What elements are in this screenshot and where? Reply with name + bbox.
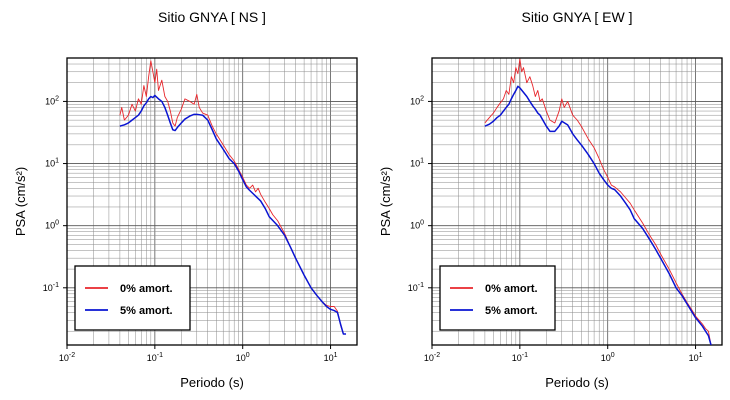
- tick-exponent: 1: [55, 158, 59, 165]
- tick-exponent: -1: [418, 282, 424, 289]
- series-line-amort-0: [484, 58, 712, 345]
- legend-label: 0% amort.: [485, 283, 538, 295]
- tick-exponent: 2: [420, 95, 424, 102]
- y-tick-label: 102: [45, 95, 59, 106]
- tick-base: 10: [424, 353, 434, 363]
- plot-frame: [431, 57, 723, 346]
- tick-exponent: 0: [611, 352, 615, 359]
- tick-exponent: -1: [53, 282, 59, 289]
- x-tick-label: 101: [689, 352, 703, 363]
- x-tick-label: 100: [601, 352, 615, 363]
- tick-base: 10: [408, 283, 418, 293]
- x-tick-label: 10-2: [59, 352, 75, 363]
- y-tick-label: 101: [410, 158, 424, 169]
- tick-exponent: -1: [157, 352, 163, 359]
- plot-frame: [66, 57, 358, 346]
- tick-base: 10: [45, 159, 55, 169]
- tick-base: 10: [512, 353, 522, 363]
- tick-base: 10: [410, 159, 420, 169]
- series-line-amort-5: [119, 94, 347, 335]
- x-tick-label: 100: [236, 352, 250, 363]
- tick-base: 10: [410, 96, 420, 106]
- tick-exponent: -2: [69, 352, 75, 359]
- tick-base: 10: [324, 353, 334, 363]
- tick-base: 10: [59, 353, 69, 363]
- y-tick-label: 10-1: [408, 282, 424, 293]
- legend-label: 5% amort.: [120, 305, 173, 317]
- x-tick-label: 101: [324, 352, 338, 363]
- legend: 0% amort. 5% amort.: [439, 265, 556, 331]
- legend-box: [74, 265, 191, 331]
- y-tick-label: 101: [45, 158, 59, 169]
- legend-label: 0% amort.: [120, 283, 173, 295]
- chart-title: Sitio GNYA [ NS ]: [158, 9, 266, 25]
- legend: 0% amort. 5% amort.: [74, 265, 191, 331]
- tick-exponent: 0: [420, 220, 424, 227]
- tick-exponent: 1: [420, 158, 424, 165]
- y-axis-label: PSA (cm/s²): [13, 167, 28, 236]
- tick-exponent: -1: [522, 352, 528, 359]
- tick-exponent: 2: [55, 95, 59, 102]
- y-tick-label: 102: [410, 95, 424, 106]
- tick-base: 10: [689, 353, 699, 363]
- y-tick-label: 100: [45, 220, 59, 231]
- x-axis-label: Periodo (s): [180, 375, 244, 390]
- tick-exponent: 1: [334, 352, 338, 359]
- tick-exponent: 1: [699, 352, 703, 359]
- tick-exponent: 0: [246, 352, 250, 359]
- tick-base: 10: [45, 96, 55, 106]
- tick-base: 10: [410, 221, 420, 231]
- tick-exponent: -2: [434, 352, 440, 359]
- tick-base: 10: [601, 353, 611, 363]
- tick-base: 10: [236, 353, 246, 363]
- legend-label: 5% amort.: [485, 305, 538, 317]
- chart-title: Sitio GNYA [ EW ]: [522, 9, 633, 25]
- y-tick-label: 100: [410, 220, 424, 231]
- x-tick-label: 10-1: [147, 352, 163, 363]
- tick-base: 10: [45, 221, 55, 231]
- legend-box: [439, 265, 556, 331]
- series-line-amort-5: [484, 85, 712, 345]
- x-tick-label: 10-2: [424, 352, 440, 363]
- x-tick-label: 10-1: [512, 352, 528, 363]
- tick-base: 10: [147, 353, 157, 363]
- x-axis-label: Periodo (s): [545, 375, 609, 390]
- y-tick-label: 10-1: [43, 282, 59, 293]
- tick-base: 10: [43, 283, 53, 293]
- tick-exponent: 0: [55, 220, 59, 227]
- y-axis-label: PSA (cm/s²): [378, 167, 393, 236]
